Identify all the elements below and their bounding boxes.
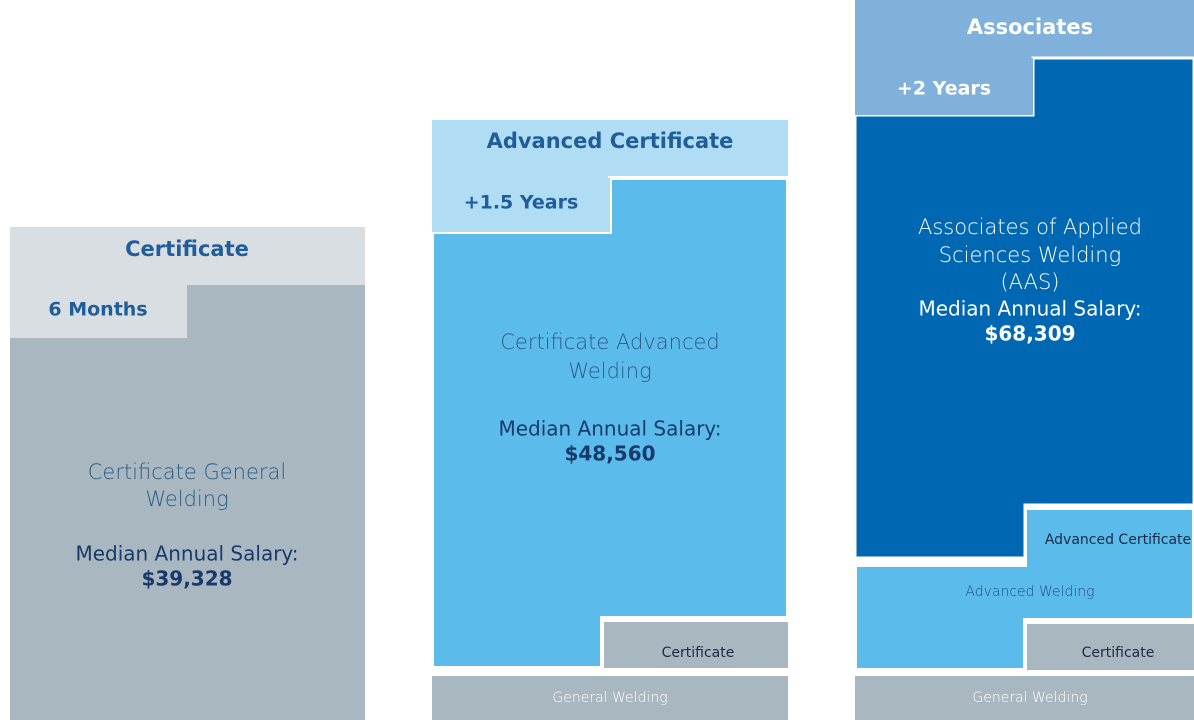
duration: +1.5 Years bbox=[464, 192, 579, 214]
salary-label: Median Annual Salary: bbox=[918, 297, 1141, 321]
program: (AAS) bbox=[1000, 270, 1059, 294]
step bbox=[853, 506, 1194, 672]
step-label: Certificate bbox=[662, 645, 735, 661]
program: Welding bbox=[568, 359, 651, 383]
step-label: Advanced Welding bbox=[965, 584, 1094, 600]
step-label: Certificate bbox=[1082, 645, 1155, 661]
step bbox=[432, 676, 788, 720]
salary-label: Median Annual Salary: bbox=[498, 417, 721, 441]
header: Advanced Certificate bbox=[487, 129, 734, 153]
step-label: General Welding bbox=[552, 690, 667, 706]
program: Associates of Applied bbox=[918, 215, 1142, 239]
step-label: General Welding bbox=[972, 690, 1087, 706]
salary: $48,560 bbox=[564, 442, 655, 466]
duration-tab bbox=[432, 178, 610, 232]
step bbox=[855, 676, 1194, 720]
step-label: Advanced Certificate bbox=[1045, 532, 1191, 548]
program: Certificate General bbox=[88, 460, 287, 484]
salary-label: Median Annual Salary: bbox=[75, 542, 298, 566]
duration-tab bbox=[10, 285, 187, 338]
header-band bbox=[855, 0, 1194, 60]
step bbox=[1025, 624, 1194, 670]
program: Sciences Welding bbox=[939, 243, 1121, 267]
header-band bbox=[432, 120, 788, 180]
duration: 6 Months bbox=[48, 299, 147, 321]
duration: +2 Years bbox=[897, 78, 991, 100]
salary: $39,328 bbox=[141, 567, 232, 591]
header-band bbox=[10, 227, 365, 287]
header: Certificate bbox=[125, 237, 249, 261]
program: Certificate Advanced bbox=[500, 330, 720, 354]
step bbox=[602, 622, 788, 668]
program: Welding bbox=[145, 487, 228, 511]
duration-tab bbox=[855, 58, 1033, 115]
column-body bbox=[10, 285, 365, 720]
salary: $68,309 bbox=[984, 322, 1075, 346]
header: Associates bbox=[967, 15, 1093, 39]
